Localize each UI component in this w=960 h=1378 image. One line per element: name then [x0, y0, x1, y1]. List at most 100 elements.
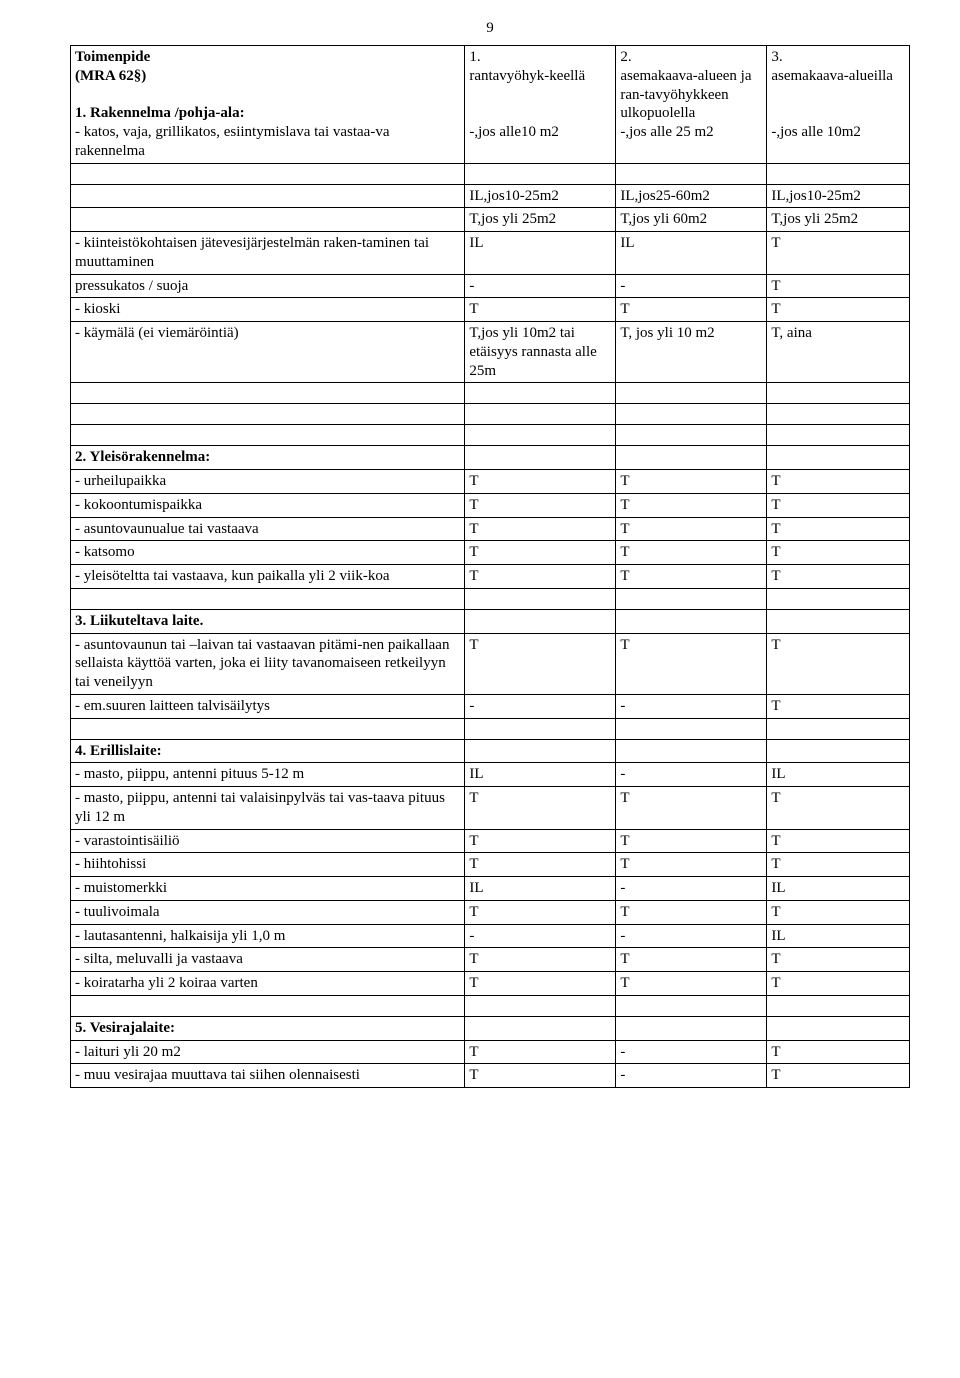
cell: - muu vesirajaa muuttava tai siihen olen… — [71, 1064, 465, 1088]
cell: - — [616, 1040, 767, 1064]
table-row: 2. Yleisörakennelma: — [71, 446, 910, 470]
table-row: - kokoontumispaikka T T T — [71, 493, 910, 517]
cell: T — [767, 972, 910, 996]
table-row: IL,jos10-25m2 IL,jos25-60m2 IL,jos10-25m… — [71, 184, 910, 208]
cell: Toimenpide (MRA 62§) 1. Rakennelma /pohj… — [71, 46, 465, 164]
table-row: pressukatos / suoja - - T — [71, 274, 910, 298]
cell: - — [465, 694, 616, 718]
cell: T,jos yli 10m2 tai etäisyys rannasta all… — [465, 322, 616, 383]
cell — [767, 446, 910, 470]
cell: T — [465, 541, 616, 565]
cell: T — [465, 972, 616, 996]
cell: T — [616, 493, 767, 517]
header-label: 2. — [620, 49, 631, 65]
table-row: - masto, piippu, antenni tai valaisinpyl… — [71, 787, 910, 830]
table-row: - tuulivoimala T T T — [71, 900, 910, 924]
cell: - — [616, 274, 767, 298]
cell — [465, 739, 616, 763]
cell: T — [767, 829, 910, 853]
section-title: 2. Yleisörakennelma: — [71, 446, 465, 470]
cell: T — [465, 565, 616, 589]
cell: T — [616, 787, 767, 830]
cell: T,jos yli 60m2 — [616, 208, 767, 232]
table-row: - asuntovaunualue tai vastaava T T T — [71, 517, 910, 541]
table-row: - silta, meluvalli ja vastaava T T T — [71, 948, 910, 972]
cell: T — [465, 787, 616, 830]
header-label: asemakaava-alueilla — [771, 68, 893, 84]
cell: T — [767, 298, 910, 322]
cell: - — [616, 694, 767, 718]
cell: T,jos yli 25m2 — [767, 208, 910, 232]
cell: T — [616, 517, 767, 541]
cell: T — [465, 633, 616, 694]
main-table: Toimenpide (MRA 62§) 1. Rakennelma /pohj… — [70, 45, 910, 1088]
cell: - — [616, 924, 767, 948]
table-row — [71, 718, 910, 739]
cell: T — [616, 633, 767, 694]
cell: pressukatos / suoja — [71, 274, 465, 298]
cell: IL — [465, 763, 616, 787]
cell: T — [767, 274, 910, 298]
header-label: rantavyöhyk-keellä — [469, 68, 585, 84]
cell: - — [616, 877, 767, 901]
cell: T — [616, 470, 767, 494]
cell: - hiihtohissi — [71, 853, 465, 877]
table-row: - laituri yli 20 m2 T - T — [71, 1040, 910, 1064]
header-label: Toimenpide — [75, 49, 150, 65]
table-row — [71, 383, 910, 404]
cell: - laituri yli 20 m2 — [71, 1040, 465, 1064]
cell: - yleisöteltta tai vastaava, kun paikall… — [71, 565, 465, 589]
table-row — [71, 404, 910, 425]
cell: T — [767, 493, 910, 517]
cell: IL — [616, 232, 767, 275]
cell: T — [465, 900, 616, 924]
section-title: 1. Rakennelma /pohja-ala: — [75, 105, 245, 121]
cell: IL,jos10-25m2 — [767, 184, 910, 208]
table-row: - varastointisäiliö T T T — [71, 829, 910, 853]
cell: 1. rantavyöhyk-keellä -,jos alle10 m2 — [465, 46, 616, 164]
cell: - käymälä (ei viemäröintiä) — [71, 322, 465, 383]
text: - katos, vaja, grillikatos, esiintymisla… — [75, 124, 390, 159]
cell: - kioski — [71, 298, 465, 322]
cell: - lautasantenni, halkaisija yli 1,0 m — [71, 924, 465, 948]
cell: T — [767, 470, 910, 494]
cell — [616, 739, 767, 763]
table-row: 4. Erillislaite: — [71, 739, 910, 763]
cell: T — [767, 232, 910, 275]
cell: - muistomerkki — [71, 877, 465, 901]
cell: T — [616, 853, 767, 877]
table-row: - käymälä (ei viemäröintiä) T,jos yli 10… — [71, 322, 910, 383]
cell: T — [616, 298, 767, 322]
table-row: 5. Vesirajalaite: — [71, 1016, 910, 1040]
cell: T — [465, 829, 616, 853]
cell: T — [767, 1064, 910, 1088]
cell — [71, 184, 465, 208]
text: -,jos alle 25 m2 — [620, 124, 713, 140]
cell: T — [767, 853, 910, 877]
cell: T — [465, 1064, 616, 1088]
header-label: (MRA 62§) — [75, 68, 146, 84]
table-row: Toimenpide (MRA 62§) 1. Rakennelma /pohj… — [71, 46, 910, 164]
table-row: - asuntovaunun tai –laivan tai vastaavan… — [71, 633, 910, 694]
table-row: - em.suuren laitteen talvisäilytys - - T — [71, 694, 910, 718]
table-row: - muu vesirajaa muuttava tai siihen olen… — [71, 1064, 910, 1088]
cell: T — [767, 694, 910, 718]
cell: - — [616, 763, 767, 787]
cell — [616, 446, 767, 470]
text: -,jos alle 10m2 — [771, 124, 861, 140]
document-page: 9 Toimenpide (MRA 62§) 1. Rakennelma /po… — [0, 0, 960, 1128]
cell: T — [465, 1040, 616, 1064]
cell: - em.suuren laitteen talvisäilytys — [71, 694, 465, 718]
cell: T — [616, 948, 767, 972]
cell: T — [767, 541, 910, 565]
cell: T — [767, 633, 910, 694]
cell: T — [465, 298, 616, 322]
cell: - asuntovaunun tai –laivan tai vastaavan… — [71, 633, 465, 694]
cell — [465, 609, 616, 633]
table-row: - kioski T T T — [71, 298, 910, 322]
cell: T — [616, 900, 767, 924]
cell: - silta, meluvalli ja vastaava — [71, 948, 465, 972]
cell: T — [465, 853, 616, 877]
table-row: - urheilupaikka T T T — [71, 470, 910, 494]
cell: - — [465, 924, 616, 948]
